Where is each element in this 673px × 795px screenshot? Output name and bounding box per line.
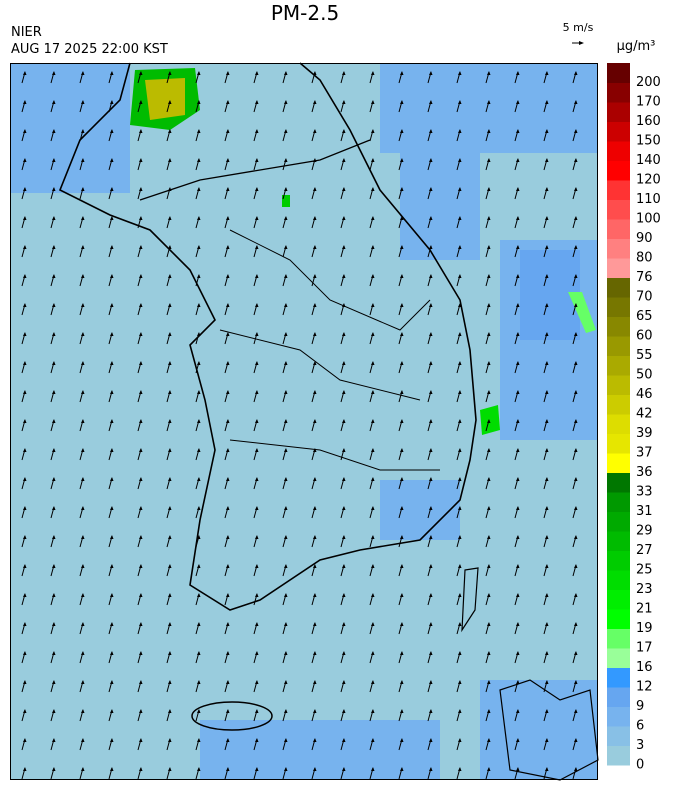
colorbar-tick-label: 9 xyxy=(636,699,644,714)
colorbar-block xyxy=(607,82,630,103)
colorbar-block xyxy=(607,414,630,434)
colorbar-block xyxy=(607,160,630,181)
colorbar-block xyxy=(607,550,630,571)
colorbar-block xyxy=(607,531,630,551)
colorbar-tick-label: 55 xyxy=(636,348,653,363)
colorbar: 0369121617192123252729313336373942465055… xyxy=(607,63,661,773)
colorbar-block xyxy=(607,141,630,161)
colorbar-tick-label: 110 xyxy=(636,192,661,207)
colorbar-tick-label: 0 xyxy=(636,758,644,773)
colorbar-block xyxy=(607,258,630,278)
map xyxy=(10,62,599,781)
wind-scale: 5 m/s xyxy=(563,21,594,34)
colorbar-tick-label: 70 xyxy=(636,290,653,305)
colorbar-block xyxy=(607,492,630,512)
colorbar-tick-label: 140 xyxy=(636,153,661,168)
colorbar-block xyxy=(607,745,630,766)
colorbar-tick-label: 31 xyxy=(636,504,653,519)
colorbar-block xyxy=(607,63,630,83)
colorbar-block xyxy=(607,394,630,415)
colorbar-tick-label: 42 xyxy=(636,407,653,422)
colorbar-block xyxy=(607,453,630,473)
colorbar-tick-label: 150 xyxy=(636,134,661,149)
colorbar-unit: μg/m³ xyxy=(617,39,656,54)
colorbar-block xyxy=(607,511,630,532)
colorbar-tick-label: 170 xyxy=(636,95,661,110)
colorbar-block xyxy=(607,316,630,337)
colorbar-tick-label: 80 xyxy=(636,251,653,266)
colorbar-tick-label: 50 xyxy=(636,368,653,383)
colorbar-block xyxy=(607,180,630,200)
colorbar-tick-label: 90 xyxy=(636,231,653,246)
colorbar-tick-label: 160 xyxy=(636,114,661,129)
colorbar-block xyxy=(607,375,630,395)
colorbar-block xyxy=(607,589,630,610)
wind-scale-arrow xyxy=(572,41,584,45)
colorbar-tick-label: 27 xyxy=(636,543,653,558)
colorbar-tick-label: 76 xyxy=(636,270,653,285)
timestamp: AUG 17 2025 22:00 KST xyxy=(11,42,168,57)
colorbar-block xyxy=(607,238,630,259)
source: NIER xyxy=(11,25,42,40)
colorbar-tick-label: 46 xyxy=(636,387,653,402)
colorbar-tick-label: 33 xyxy=(636,485,653,500)
colorbar-block xyxy=(607,355,630,376)
colorbar-tick-label: 100 xyxy=(636,212,661,227)
colorbar-tick-label: 19 xyxy=(636,621,653,636)
colorbar-block xyxy=(607,706,630,727)
colorbar-block xyxy=(607,648,630,668)
colorbar-tick-label: 37 xyxy=(636,446,653,461)
colorbar-tick-label: 3 xyxy=(636,738,644,753)
colorbar-tick-label: 23 xyxy=(636,582,653,597)
colorbar-tick-label: 29 xyxy=(636,524,653,539)
colorbar-tick-label: 36 xyxy=(636,465,653,480)
colorbar-tick-label: 17 xyxy=(636,641,653,656)
colorbar-tick-label: 120 xyxy=(636,173,661,188)
colorbar-block xyxy=(607,472,630,493)
colorbar-block xyxy=(607,102,630,122)
colorbar-block xyxy=(607,433,630,454)
colorbar-block xyxy=(607,277,630,298)
colorbar-block xyxy=(607,726,630,746)
title: PM-2.5 xyxy=(271,1,339,25)
colorbar-block xyxy=(607,628,630,649)
colorbar-tick-label: 21 xyxy=(636,602,653,617)
colorbar-block xyxy=(607,667,630,688)
colorbar-block xyxy=(607,219,630,239)
colorbar-tick-label: 25 xyxy=(636,563,653,578)
colorbar-tick-label: 12 xyxy=(636,680,653,695)
colorbar-tick-label: 65 xyxy=(636,309,653,324)
colorbar-block xyxy=(607,121,630,142)
colorbar-tick-label: 16 xyxy=(636,660,653,675)
colorbar-tick-label: 6 xyxy=(636,719,644,734)
colorbar-block xyxy=(607,297,630,317)
colorbar-tick-label: 39 xyxy=(636,426,653,441)
colorbar-block xyxy=(607,336,630,356)
colorbar-block xyxy=(607,609,630,629)
colorbar-tick-label: 200 xyxy=(636,75,661,90)
colorbar-block xyxy=(607,570,630,590)
colorbar-tick-label: 60 xyxy=(636,329,653,344)
colorbar-block xyxy=(607,199,630,220)
colorbar-block xyxy=(607,687,630,707)
